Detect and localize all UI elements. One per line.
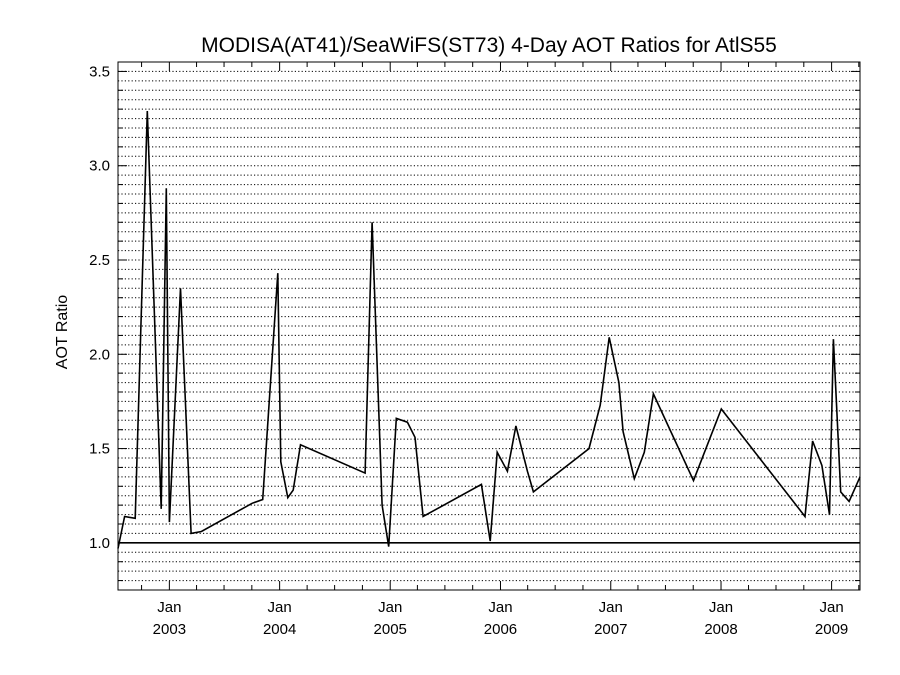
plot-border xyxy=(117,61,861,591)
y-tick-label: 1.0 xyxy=(89,535,110,552)
x-tick-label-year: 2008 xyxy=(704,621,737,638)
x-tick-label-year: 2003 xyxy=(153,621,186,638)
series-layer xyxy=(117,110,861,549)
y-tick-label: 3.0 xyxy=(89,158,110,175)
grid-lines xyxy=(118,70,860,582)
y-tick-label: 1.5 xyxy=(89,441,110,458)
x-tick-label-month: Jan xyxy=(268,599,292,616)
x-tick-label-year: 2007 xyxy=(594,621,627,638)
x-tick-label-year: 2006 xyxy=(484,621,517,638)
y-axis-ticks: 1.0 1.5 2.0 2.5 3.0 3.5 xyxy=(89,63,860,582)
chart-title: MODISA(AT41)/SeaWiFS(ST73) 4-Day AOT Rat… xyxy=(201,34,777,57)
x-tick-label-month: Jan xyxy=(157,599,181,616)
x-tick-label-month: Jan xyxy=(488,599,512,616)
x-tick-label-month: Jan xyxy=(599,599,623,616)
plot-frame xyxy=(117,61,861,591)
y-axis-label: AOT Ratio xyxy=(54,295,71,370)
x-tick-label-month: Jan xyxy=(378,599,402,616)
x-tick-label-year: 2009 xyxy=(815,621,848,638)
x-tick-label-month: Jan xyxy=(820,599,844,616)
x-tick-label-month: Jan xyxy=(709,599,733,616)
x-tick-label-year: 2005 xyxy=(374,621,407,638)
y-tick-label: 3.5 xyxy=(89,63,110,80)
x-tick-label-year: 2004 xyxy=(263,621,296,638)
x-axis-ticks: Jan 2003 Jan 2004 Jan 2005 Jan 2006 Jan 2007 Jan 20… xyxy=(141,62,860,638)
y-tick-label: 2.5 xyxy=(89,252,110,269)
series-line xyxy=(117,110,861,549)
y-tick-label: 2.0 xyxy=(89,346,110,363)
